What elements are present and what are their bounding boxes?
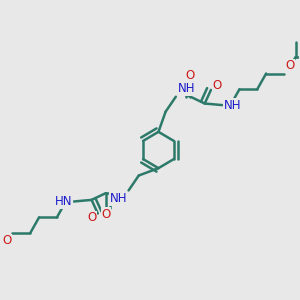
Text: HN: HN: [55, 195, 72, 208]
Text: O: O: [2, 234, 11, 248]
Text: NH: NH: [224, 99, 242, 112]
Text: NH: NH: [177, 82, 195, 95]
Text: O: O: [285, 59, 295, 72]
Text: NH: NH: [110, 192, 127, 205]
Text: O: O: [87, 211, 97, 224]
Text: O: O: [186, 69, 195, 82]
Text: O: O: [212, 79, 221, 92]
Text: O: O: [101, 208, 110, 220]
